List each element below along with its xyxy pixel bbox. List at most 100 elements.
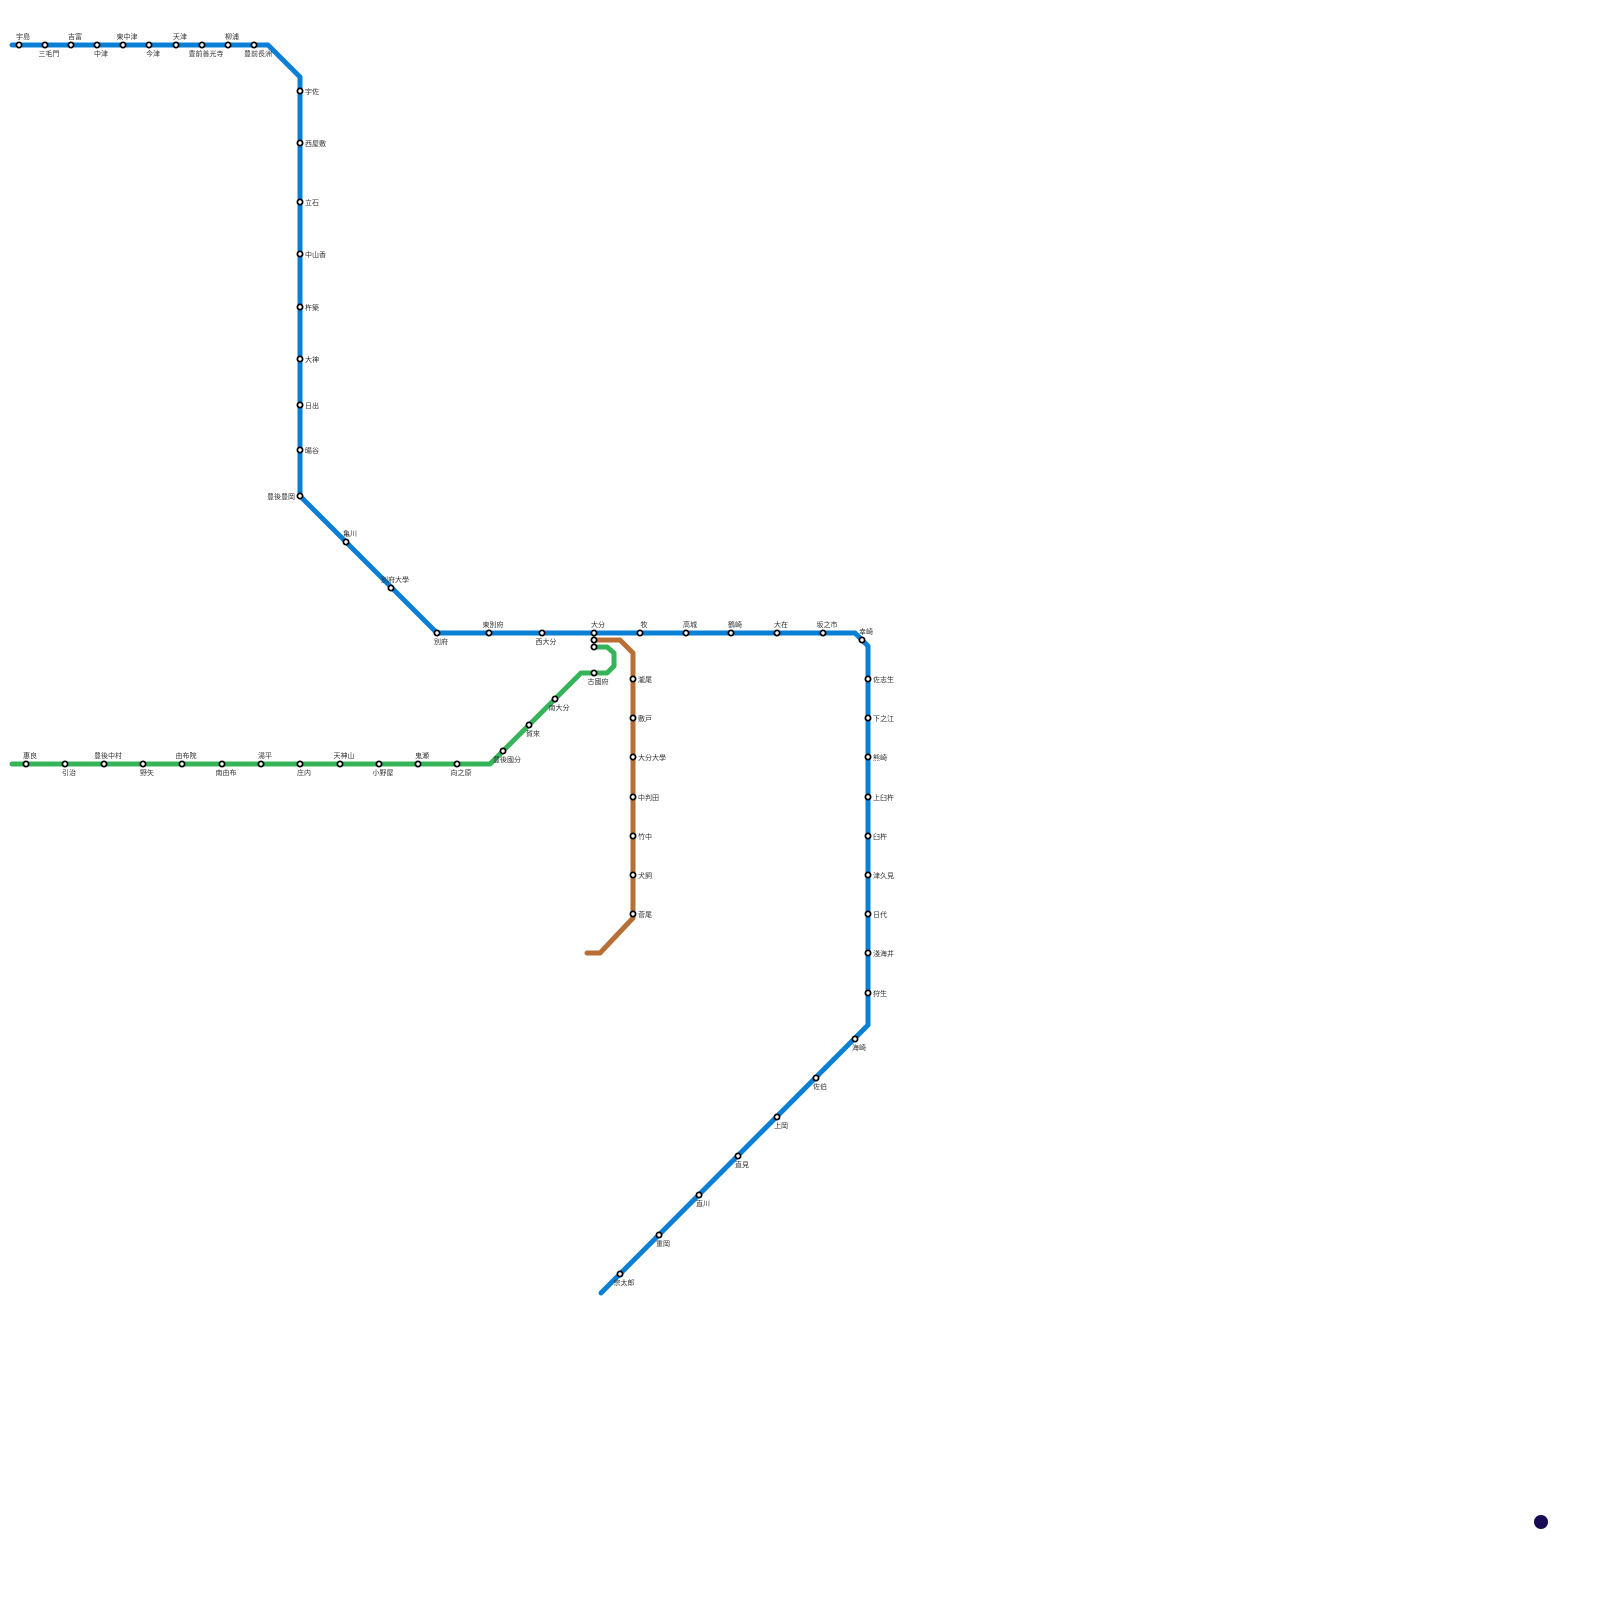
station-marker[interactable]	[119, 41, 127, 49]
station-label: 佐伯	[813, 1082, 827, 1091]
station-marker[interactable]	[590, 629, 598, 637]
station-marker[interactable]	[864, 832, 872, 840]
station-label: 牧	[641, 620, 648, 629]
station-marker[interactable]	[342, 538, 350, 546]
brown-line	[584, 637, 636, 956]
station-label: 引治	[62, 768, 76, 777]
station-marker[interactable]	[858, 636, 866, 644]
station-marker[interactable]	[864, 675, 872, 683]
station-marker[interactable]	[250, 41, 258, 49]
station-marker[interactable]	[590, 643, 598, 651]
station-marker[interactable]	[773, 1113, 781, 1121]
station-label: 東中津	[117, 32, 138, 41]
station-label: 幸崎	[859, 627, 873, 636]
station-marker[interactable]	[629, 832, 637, 840]
station-label: 日代	[873, 910, 887, 919]
station-marker[interactable]	[93, 41, 101, 49]
station-marker[interactable]	[629, 753, 637, 761]
station-marker[interactable]	[525, 721, 533, 729]
station-marker[interactable]	[812, 1074, 820, 1082]
station-label: 立石	[305, 198, 319, 207]
station-marker[interactable]	[296, 401, 304, 409]
station-marker[interactable]	[864, 989, 872, 997]
station-label: 湯平	[258, 751, 272, 760]
station-marker[interactable]	[296, 760, 304, 768]
station-label: 豊後國分	[493, 755, 521, 764]
station-marker[interactable]	[864, 714, 872, 722]
station-marker[interactable]	[864, 949, 872, 957]
station-marker[interactable]	[551, 695, 559, 703]
station-marker[interactable]	[636, 629, 644, 637]
station-marker[interactable]	[414, 760, 422, 768]
station-marker[interactable]	[819, 629, 827, 637]
station-marker[interactable]	[773, 629, 781, 637]
station-label: 竹中	[638, 832, 652, 841]
station-marker[interactable]	[433, 629, 441, 637]
station-label: 別府大學	[381, 575, 409, 584]
station-marker[interactable]	[727, 629, 735, 637]
station-marker[interactable]	[296, 303, 304, 311]
station-marker[interactable]	[336, 760, 344, 768]
station-marker[interactable]	[41, 41, 49, 49]
station-marker[interactable]	[629, 714, 637, 722]
station-marker[interactable]	[629, 793, 637, 801]
station-label: 豊後豊岡	[267, 492, 295, 501]
station-label: 南大分	[549, 703, 570, 712]
station-marker[interactable]	[864, 910, 872, 918]
station-marker[interactable]	[296, 446, 304, 454]
station-label: 臼杵	[873, 832, 887, 841]
station-label: 東別府	[483, 620, 504, 629]
station-marker[interactable]	[198, 41, 206, 49]
station-label: 天津	[173, 33, 187, 41]
station-marker[interactable]	[172, 41, 180, 49]
station-marker[interactable]	[590, 669, 598, 677]
station-marker[interactable]	[178, 760, 186, 768]
station-marker[interactable]	[100, 760, 108, 768]
station-label: 犬飼	[638, 871, 652, 880]
station-marker[interactable]	[387, 584, 395, 592]
station-marker[interactable]	[590, 636, 598, 644]
station-marker[interactable]	[655, 1231, 663, 1239]
station-marker[interactable]	[864, 753, 872, 761]
station-label: 暘谷	[305, 446, 319, 455]
station-marker[interactable]	[22, 760, 30, 768]
station-marker[interactable]	[296, 198, 304, 206]
station-marker[interactable]	[375, 760, 383, 768]
station-marker[interactable]	[296, 355, 304, 363]
station-marker[interactable]	[864, 871, 872, 879]
station-marker[interactable]	[296, 250, 304, 258]
station-label: 上岡	[774, 1121, 788, 1130]
station-label: 上臼杵	[873, 793, 894, 802]
station-marker[interactable]	[257, 760, 265, 768]
station-marker[interactable]	[629, 910, 637, 918]
station-marker[interactable]	[453, 760, 461, 768]
station-marker[interactable]	[61, 760, 69, 768]
station-label: 佐志生	[873, 675, 894, 684]
station-label: 別府	[434, 637, 448, 646]
station-marker[interactable]	[485, 629, 493, 637]
station-marker[interactable]	[629, 871, 637, 879]
station-marker[interactable]	[734, 1152, 742, 1160]
blue-line	[9, 42, 871, 1296]
station-marker[interactable]	[15, 41, 23, 49]
station-marker[interactable]	[296, 87, 304, 95]
station-marker[interactable]	[67, 41, 75, 49]
station-marker[interactable]	[851, 1035, 859, 1043]
station-marker[interactable]	[224, 41, 232, 49]
station-label: 直見	[735, 1160, 749, 1169]
green-line	[9, 644, 617, 767]
station-marker[interactable]	[682, 629, 690, 637]
station-marker[interactable]	[218, 760, 226, 768]
station-marker[interactable]	[629, 675, 637, 683]
station-marker[interactable]	[864, 793, 872, 801]
station-label: 杵築	[305, 303, 319, 312]
station-marker[interactable]	[145, 41, 153, 49]
station-marker[interactable]	[538, 629, 546, 637]
station-label: 大神	[305, 355, 319, 364]
station-marker[interactable]	[499, 747, 507, 755]
station-marker[interactable]	[616, 1270, 624, 1278]
station-marker[interactable]	[139, 760, 147, 768]
station-marker[interactable]	[296, 492, 304, 500]
station-marker[interactable]	[296, 139, 304, 147]
station-marker[interactable]	[695, 1191, 703, 1199]
